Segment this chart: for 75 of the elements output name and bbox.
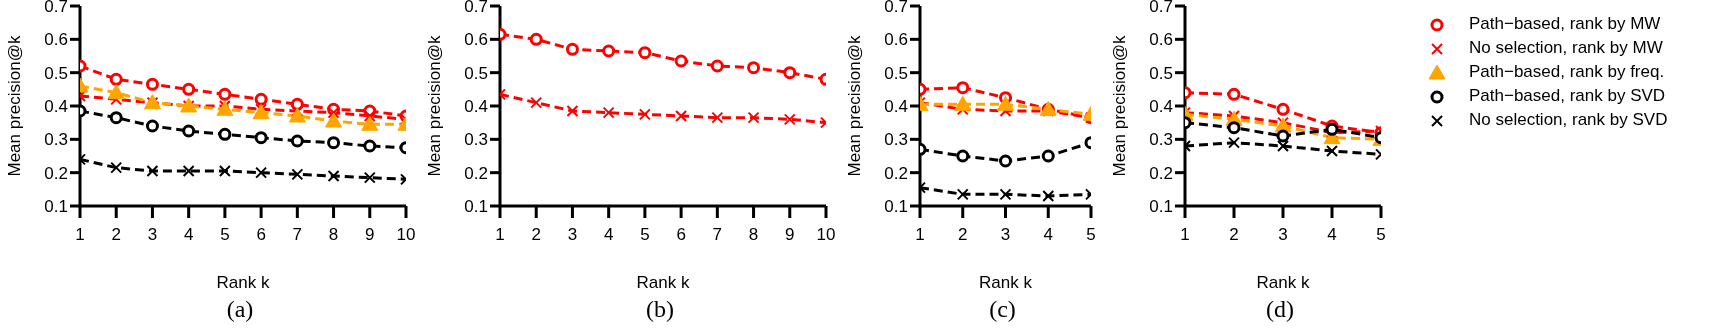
x-tick-label: 2 — [531, 225, 541, 245]
x-tick-label: 4 — [603, 225, 614, 245]
y-axis-title: Mean precision@k — [1109, 34, 1129, 177]
y-tick-label: 0.4 — [44, 97, 68, 117]
y-tick-label: 0.2 — [884, 163, 908, 183]
x-tick-label: 4 — [1043, 225, 1053, 245]
y-tick-label: 0.5 — [884, 63, 908, 83]
y-tick-label: 0.1 — [464, 197, 488, 217]
legend-label: Path−based, rank by MW — [1469, 14, 1661, 34]
x-tick-label: 8 — [748, 225, 759, 245]
x-tick-label: 10 — [816, 225, 836, 245]
x-tick-label: 5 — [1376, 225, 1386, 245]
y-tick-label: 0.4 — [884, 97, 908, 117]
x-tick-label: 1 — [495, 225, 505, 245]
x-axis-title: Rank k — [216, 273, 270, 292]
legend-label: No selection, rank by MW — [1469, 38, 1663, 58]
x-tick-label: 4 — [183, 225, 194, 245]
x-tick-label: 3 — [567, 225, 578, 245]
y-tick-label: 0.1 — [884, 197, 908, 217]
legend-label: Path−based, rank by freq. — [1469, 62, 1665, 82]
text: (d) — [1266, 296, 1294, 323]
y-tick-label: 0.3 — [464, 130, 488, 150]
x-tick-label: 5 — [1086, 225, 1096, 245]
y-tick-label: 0.3 — [884, 130, 908, 150]
x-tick-label: 1 — [1180, 225, 1190, 245]
x-tick-label: 2 — [1229, 225, 1239, 245]
y-tick-label: 0.1 — [1149, 197, 1173, 217]
y-tick-label: 0.7 — [884, 0, 908, 17]
y-tick-label: 0.7 — [464, 0, 488, 17]
y-tick-label: 0.6 — [464, 30, 488, 50]
y-axis-title: Mean precision@k — [844, 34, 864, 177]
x-tick-label: 2 — [958, 225, 968, 245]
x-tick-label: 8 — [328, 225, 339, 245]
text: (b) — [646, 296, 674, 323]
y-axis-title: Mean precision@k — [4, 34, 24, 177]
y-tick-label: 0.4 — [1149, 97, 1173, 117]
x-tick-label: 7 — [292, 225, 303, 245]
y-tick-label: 0.7 — [44, 0, 68, 17]
x-tick-label: 6 — [256, 225, 266, 245]
x-tick-label: 3 — [1278, 225, 1288, 245]
y-tick-label: 0.7 — [1149, 0, 1173, 17]
y-tick-label: 0.5 — [1149, 63, 1173, 83]
x-tick-label: 2 — [111, 225, 121, 245]
y-tick-label: 0.3 — [44, 130, 68, 150]
x-axis-title: Rank k — [1256, 273, 1310, 292]
x-tick-label: 9 — [785, 225, 795, 245]
y-tick-label: 0.2 — [1149, 163, 1173, 183]
legend-label: No selection, rank by SVD — [1469, 110, 1668, 130]
text: (c) — [989, 296, 1016, 323]
x-tick-label: 6 — [676, 225, 686, 245]
x-tick-label: 4 — [1327, 225, 1337, 245]
y-tick-label: 0.2 — [44, 163, 68, 183]
x-axis-title: Rank k — [979, 273, 1033, 292]
y-tick-label: 0.6 — [44, 30, 68, 50]
y-tick-label: 0.5 — [464, 63, 488, 83]
text: (a) — [226, 296, 254, 323]
x-tick-label: 1 — [75, 225, 85, 245]
y-tick-label: 0.3 — [1149, 130, 1173, 150]
x-tick-label: 7 — [712, 225, 723, 245]
y-tick-label: 0.2 — [464, 163, 488, 183]
y-tick-label: 0.6 — [1149, 30, 1173, 50]
legend-label: Path−based, rank by SVD — [1469, 86, 1666, 106]
x-tick-label: 5 — [220, 225, 230, 245]
y-tick-label: 0.1 — [44, 197, 68, 217]
x-tick-label: 9 — [365, 225, 375, 245]
y-tick-label: 0.6 — [884, 30, 908, 50]
x-tick-label: 3 — [147, 225, 158, 245]
x-axis-title: Rank k — [636, 273, 690, 292]
y-axis-title: Mean precision@k — [424, 34, 444, 177]
x-tick-label: 1 — [915, 225, 925, 245]
x-tick-label: 10 — [396, 225, 416, 245]
x-tick-label: 5 — [640, 225, 650, 245]
x-tick-label: 3 — [1000, 225, 1011, 245]
y-tick-label: 0.4 — [464, 97, 488, 117]
y-tick-label: 0.5 — [44, 63, 68, 83]
